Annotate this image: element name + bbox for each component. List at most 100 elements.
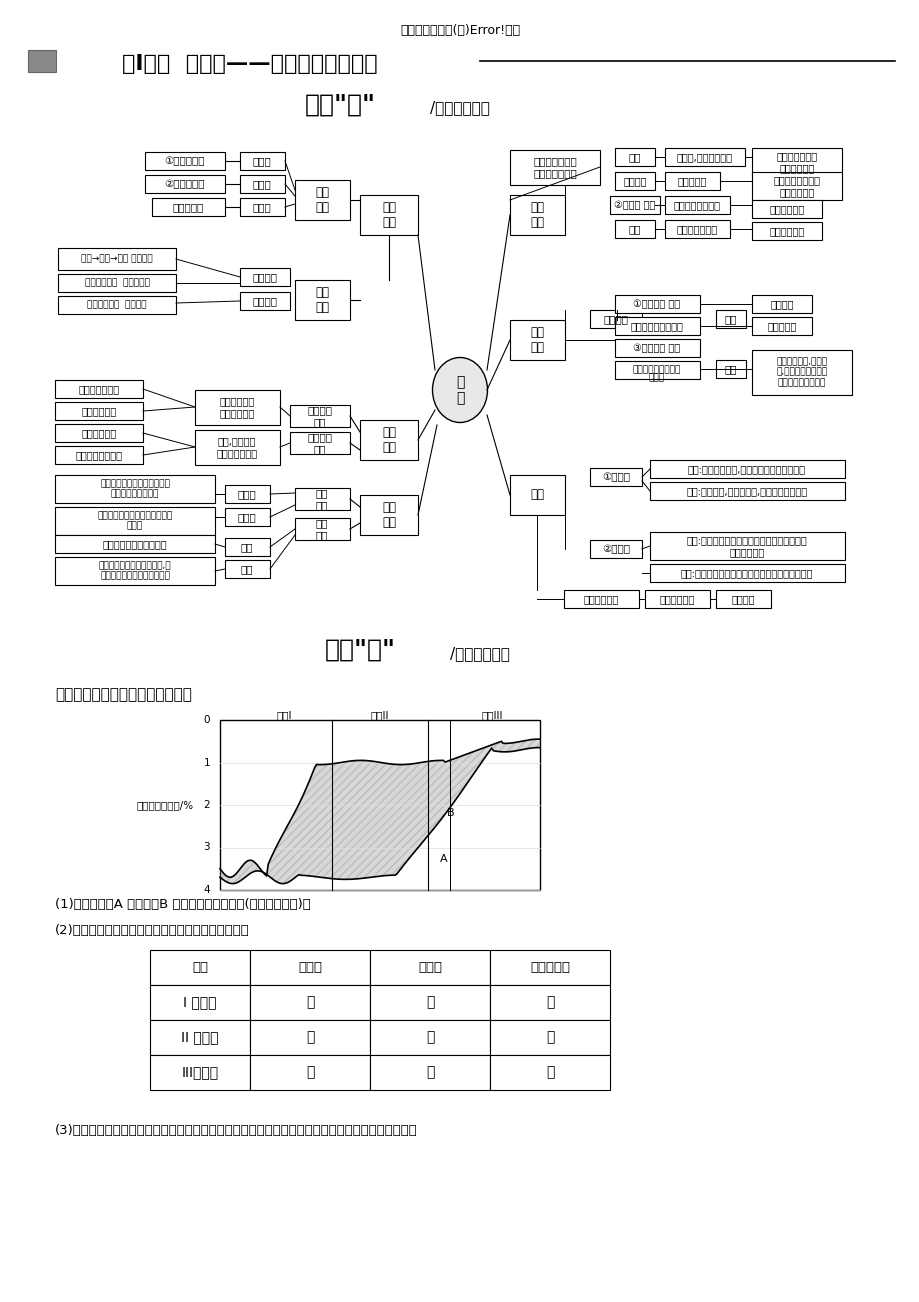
Bar <box>289 432 349 454</box>
Text: 死亡率: 死亡率 <box>417 961 441 974</box>
Text: 二战前: 二战前 <box>237 490 256 499</box>
Text: 控制人口增长: 控制人口增长 <box>768 227 804 236</box>
Text: 空间差异: 空间差异 <box>252 296 278 306</box>
Bar <box>490 986 609 1019</box>
Text: ②发展中 国家: ②发展中 国家 <box>614 201 655 210</box>
Text: 不利:人才外流,劳动力不足,影响当地资源开发: 不利:人才外流,劳动力不足,影响当地资源开发 <box>686 486 807 496</box>
Text: 不均,形成人口
稠密区、稀疏区: 不均,形成人口 稠密区、稀疏区 <box>216 436 257 458</box>
Bar <box>225 560 269 578</box>
Bar <box>220 720 539 891</box>
Bar <box>614 220 654 238</box>
Text: ①低、低、低: ①低、低、低 <box>165 156 205 165</box>
Bar <box>150 1055 250 1090</box>
Text: 自然环境因素: 自然环境因素 <box>583 594 618 604</box>
Bar <box>195 391 279 424</box>
Bar <box>509 475 564 516</box>
Bar <box>359 495 417 535</box>
Text: ②高、低、高: ②高、低、高 <box>165 178 205 189</box>
Text: 途径: 途径 <box>724 365 736 374</box>
Bar <box>509 195 564 234</box>
Text: 流量增大、流向明显变化: 流量增大、流向明显变化 <box>103 539 167 549</box>
Text: 二战后: 二战后 <box>237 512 256 522</box>
Text: 控制人口增长,发展科
技,走与资源开发、环
境保护相结合的道路: 控制人口增长,发展科 技,走与资源开发、环 境保护相结合的道路 <box>776 357 827 387</box>
Text: 从旧大陆迁往新大陆，已开发
地区迁往未开发地区: 从旧大陆迁往新大陆，已开发 地区迁往未开发地区 <box>100 479 170 499</box>
Bar <box>664 148 744 165</box>
Bar <box>55 402 142 421</box>
Bar <box>295 180 349 220</box>
Text: 形成"体": 形成"体" <box>304 92 375 117</box>
Bar <box>195 430 279 465</box>
Text: ①迁出地: ①迁出地 <box>601 473 630 482</box>
Text: 世界: 世界 <box>628 224 641 234</box>
Bar <box>664 220 729 238</box>
Text: 时间差异: 时间差异 <box>252 272 278 283</box>
Text: /构建知识体系: /构建知识体系 <box>429 100 489 116</box>
Bar <box>250 1019 369 1055</box>
Bar <box>751 223 821 240</box>
Text: 发达国家: 发达国家 <box>622 176 646 186</box>
Bar <box>614 296 699 312</box>
Text: 网成"面": 网成"面" <box>324 638 395 661</box>
Text: 目前主要是从农村迁往城市,从
中西部迁往东部沿海发达地区: 目前主要是从农村迁往城市,从 中西部迁往东部沿海发达地区 <box>98 561 171 581</box>
Text: 其他因素: 其他因素 <box>731 594 754 604</box>
Text: 类型: 类型 <box>192 961 208 974</box>
Bar <box>490 1019 609 1055</box>
Bar <box>225 486 269 503</box>
Text: /图串主干知识: /图串主干知识 <box>449 647 509 661</box>
Bar <box>55 475 215 503</box>
Text: ③对外开放 程度: ③对外开放 程度 <box>633 342 680 353</box>
Text: 特点: 特点 <box>724 314 736 324</box>
Text: 社会经济
因素: 社会经济 因素 <box>307 432 332 454</box>
Text: (1)构成指标：A 出生率、B 死亡率和自然增长率(图中阴影部分)。: (1)构成指标：A 出生率、B 死亡率和自然增长率(图中阴影部分)。 <box>55 898 311 911</box>
Bar <box>225 538 269 556</box>
Bar <box>369 1019 490 1055</box>
Bar <box>614 148 654 165</box>
Bar <box>664 172 720 190</box>
Text: 高: 高 <box>305 996 314 1009</box>
Bar <box>614 361 699 379</box>
Text: 影响: 影响 <box>529 488 543 501</box>
Text: 特点: 特点 <box>241 564 253 574</box>
Text: 数量多、增长快: 数量多、增长快 <box>675 224 717 234</box>
Bar <box>509 150 599 185</box>
Text: 人口
容量: 人口 容量 <box>529 326 543 354</box>
Ellipse shape <box>432 358 487 423</box>
Text: 不确定性: 不确定性 <box>769 299 793 309</box>
Bar <box>490 1055 609 1090</box>
Text: 缓慢→迅速→现代 人口爆炸: 缓慢→迅速→现代 人口爆炸 <box>81 254 153 263</box>
Text: 传统型: 传统型 <box>253 178 271 189</box>
Bar <box>145 174 225 193</box>
Text: 有利:缓解人地矛盾,促进经济发展与文化交流: 有利:缓解人地矛盾,促进经济发展与文化交流 <box>687 464 805 474</box>
Bar <box>369 986 490 1019</box>
Text: 高: 高 <box>425 996 434 1009</box>
Text: III现代型: III现代型 <box>181 1065 219 1079</box>
Bar <box>614 339 699 357</box>
Text: 不利:加大就业压力、加大环境负担、影响社会稳定: 不利:加大就业压力、加大环境负担、影响社会稳定 <box>680 568 812 578</box>
Bar <box>650 564 844 582</box>
Text: 人口多,易老龄化问题: 人口多,易老龄化问题 <box>676 152 732 161</box>
Text: 1: 1 <box>203 758 210 767</box>
Bar <box>715 310 745 328</box>
Text: 原始型: 原始型 <box>253 202 271 212</box>
Bar <box>225 508 269 526</box>
Bar <box>58 296 176 314</box>
Text: (2)填表完成人口增长模式的类型及三项指标的特点：: (2)填表完成人口增长模式的类型及三项指标的特点： <box>55 923 249 936</box>
Bar <box>250 1055 369 1090</box>
Bar <box>240 198 285 216</box>
Bar <box>295 488 349 510</box>
Bar <box>295 518 349 540</box>
Bar <box>240 174 285 193</box>
Bar <box>715 359 745 378</box>
Text: 人口
问题: 人口 问题 <box>529 201 543 229</box>
Text: 出生率: 出生率 <box>298 961 322 974</box>
Text: 鼓励生育、接纳移
民、鼓励退休: 鼓励生育、接纳移 民、鼓励退休 <box>773 176 820 197</box>
Bar <box>152 198 225 216</box>
Text: 资源分布开发状况: 资源分布开发状况 <box>75 450 122 460</box>
Bar <box>509 320 564 359</box>
Text: 类型III: 类型III <box>481 710 502 720</box>
Bar <box>359 421 417 460</box>
Text: 4: 4 <box>203 885 210 894</box>
Bar <box>369 950 490 986</box>
Text: 表现: 表现 <box>241 542 253 552</box>
Text: 高、高、低: 高、高、低 <box>172 202 203 212</box>
